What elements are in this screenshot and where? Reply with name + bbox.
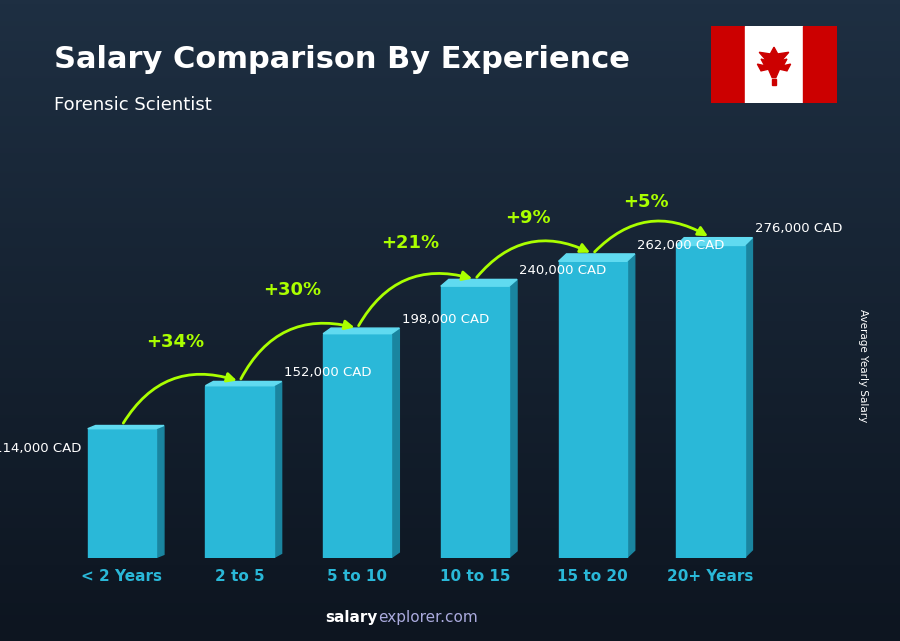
Polygon shape — [392, 328, 400, 558]
Text: 198,000 CAD: 198,000 CAD — [401, 313, 489, 326]
Text: +9%: +9% — [505, 209, 551, 227]
Text: 152,000 CAD: 152,000 CAD — [284, 366, 372, 379]
Bar — [676, 246, 744, 558]
Polygon shape — [626, 254, 634, 558]
Bar — [441, 286, 509, 558]
Text: 262,000 CAD: 262,000 CAD — [637, 238, 724, 252]
Text: 276,000 CAD: 276,000 CAD — [755, 222, 842, 235]
Text: +5%: +5% — [623, 193, 669, 211]
Text: Average Yearly Salary: Average Yearly Salary — [859, 309, 868, 422]
Polygon shape — [744, 238, 752, 558]
Bar — [205, 386, 274, 558]
Text: salary: salary — [326, 610, 378, 625]
Bar — [559, 262, 626, 558]
Polygon shape — [205, 381, 282, 386]
Polygon shape — [509, 279, 517, 558]
Polygon shape — [87, 426, 164, 429]
Text: Forensic Scientist: Forensic Scientist — [54, 96, 212, 114]
Text: 114,000 CAD: 114,000 CAD — [0, 442, 82, 454]
Polygon shape — [711, 26, 744, 103]
Polygon shape — [156, 426, 164, 558]
Polygon shape — [744, 26, 804, 103]
Polygon shape — [758, 47, 790, 78]
Bar — [323, 334, 392, 558]
Polygon shape — [559, 254, 634, 262]
Text: +34%: +34% — [146, 333, 204, 351]
Polygon shape — [441, 279, 517, 286]
Polygon shape — [323, 328, 400, 334]
Polygon shape — [676, 238, 752, 246]
Text: 240,000 CAD: 240,000 CAD — [519, 264, 607, 277]
Text: +21%: +21% — [382, 233, 439, 251]
Text: +30%: +30% — [264, 281, 321, 299]
Text: Salary Comparison By Experience: Salary Comparison By Experience — [54, 45, 630, 74]
Text: explorer.com: explorer.com — [378, 610, 478, 625]
Polygon shape — [772, 79, 776, 85]
Bar — [87, 429, 156, 558]
Polygon shape — [274, 381, 282, 558]
Polygon shape — [804, 26, 837, 103]
